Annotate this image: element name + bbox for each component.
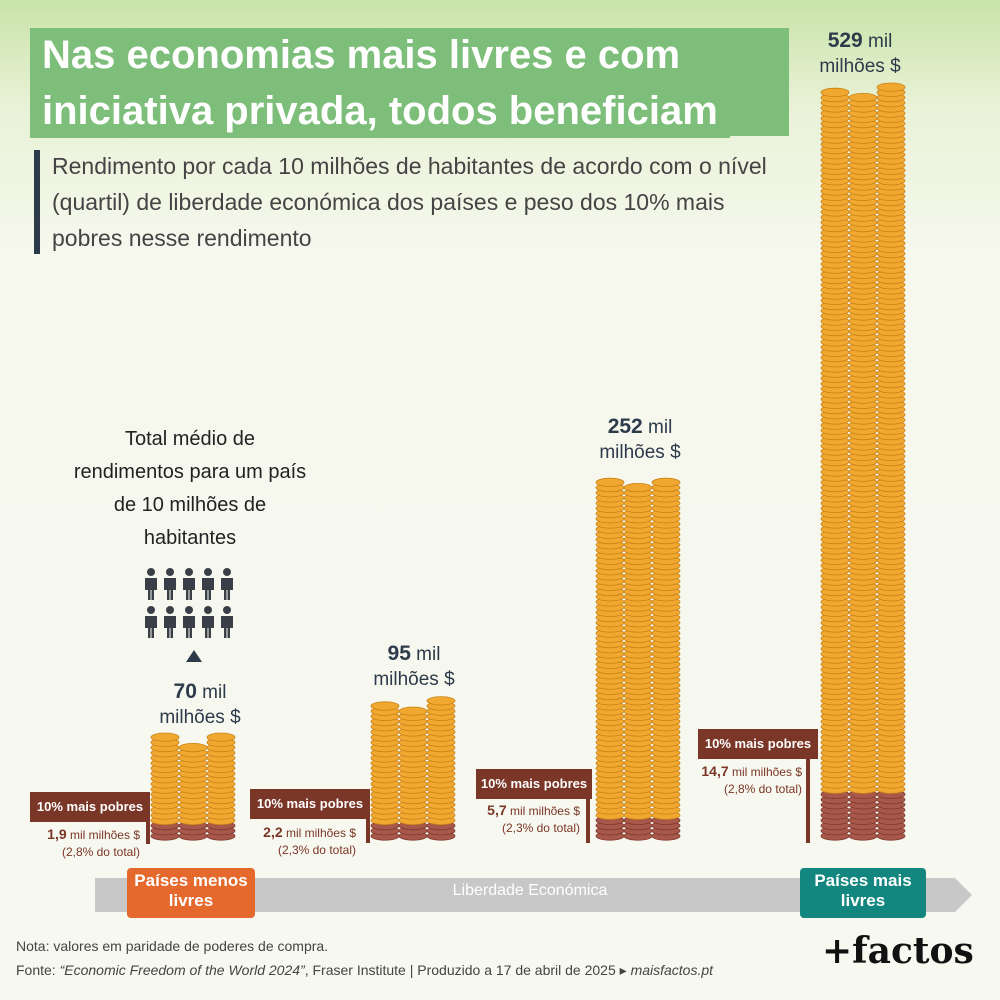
poor-value-q4: 14,7 mil milhões $ (2,8% do total) <box>701 763 802 796</box>
person-icon <box>147 606 155 614</box>
total-unit: mil <box>648 417 673 438</box>
person-icon <box>223 606 231 614</box>
person-icon <box>221 616 233 638</box>
poor-tag-q1: 10% mais pobres <box>30 792 150 822</box>
person-icon <box>221 578 233 600</box>
person-icon <box>204 606 212 614</box>
footnote: Nota: valores em paridade de poderes de … <box>16 938 329 954</box>
poor-tag-q4: 10% mais pobres <box>698 729 818 759</box>
person-icon <box>145 578 157 600</box>
poor-tag-q3: 10% mais pobres <box>476 769 592 799</box>
axis-label: Liberdade Económica <box>452 882 608 899</box>
subtitle: Rendimento por cada 10 milhões de habita… <box>52 153 767 251</box>
poor-value-q2: 2,2 mil milhões $ (2,3% do total) <box>263 824 356 857</box>
coin-stack-q3 <box>595 477 681 841</box>
coin-stack-q1 <box>150 732 236 841</box>
people-group-icon <box>145 568 233 638</box>
coin-stack-q2 <box>370 696 456 841</box>
total-unit: milhões $ <box>159 707 241 728</box>
person-icon <box>166 606 174 614</box>
total-label-q4: 529 mil milhões $ <box>800 28 920 79</box>
source-site: maisfactos.pt <box>630 962 714 978</box>
poor-value-q1: 1,9 mil milhões $ (2,8% do total) <box>47 826 140 859</box>
total-unit: milhões $ <box>819 56 901 77</box>
economic-freedom-axis-arrow <box>95 878 972 912</box>
title-line-2: iniciativa privada, todos beneficiam <box>30 84 730 138</box>
poor-tag-q2: 10% mais pobres <box>250 789 370 819</box>
person-icon <box>183 616 195 638</box>
total-unit: mil <box>416 644 441 665</box>
total-value-q3: 252 <box>607 415 643 438</box>
total-unit: milhões $ <box>599 442 681 463</box>
total-unit: milhões $ <box>373 669 455 690</box>
total-value-q4: 529 <box>827 29 863 52</box>
total-unit: mil <box>202 682 227 703</box>
person-icon <box>183 578 195 600</box>
poor-leader-line <box>586 799 590 843</box>
less-free-label: Países menos livres <box>127 868 255 918</box>
person-icon <box>202 578 214 600</box>
brand-logo: +factos <box>822 930 974 972</box>
subtitle-accent-bar <box>34 150 40 254</box>
people-label: Total médio de rendimentos para um país … <box>73 428 307 549</box>
person-icon <box>147 568 155 576</box>
person-icon <box>204 568 212 576</box>
poor-leader-line <box>146 822 150 844</box>
arrow-up-icon <box>186 650 202 662</box>
total-label-q3: 252 mil milhões $ <box>580 414 700 465</box>
poor-leader-line <box>366 819 370 843</box>
person-icon <box>164 616 176 638</box>
person-icon <box>145 616 157 638</box>
total-value-q2: 95 <box>387 642 411 665</box>
total-unit: mil <box>868 31 893 52</box>
person-icon <box>223 568 231 576</box>
person-icon <box>202 616 214 638</box>
poor-value-q3: 5,7 mil milhões $ (2,3% do total) <box>487 802 580 835</box>
person-icon <box>166 568 174 576</box>
total-label-q1: 70 mil milhões $ <box>140 679 260 730</box>
source-line: Fonte: “Economic Freedom of the World 20… <box>16 962 714 978</box>
person-icon <box>164 578 176 600</box>
total-label-q2: 95 mil milhões $ <box>354 641 474 692</box>
more-free-label: Países mais livres <box>800 868 926 918</box>
coin-stack-q4 <box>820 82 906 841</box>
poor-leader-line <box>806 759 810 843</box>
person-icon <box>185 568 193 576</box>
person-icon <box>185 606 193 614</box>
total-value-q1: 70 <box>173 680 197 703</box>
